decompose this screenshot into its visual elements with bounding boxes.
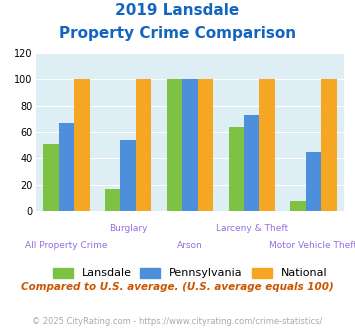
Text: © 2025 CityRating.com - https://www.cityrating.com/crime-statistics/: © 2025 CityRating.com - https://www.city… [32, 317, 323, 326]
Text: Motor Vehicle Theft: Motor Vehicle Theft [269, 241, 355, 250]
Text: Burglary: Burglary [109, 224, 147, 233]
Text: All Property Crime: All Property Crime [25, 241, 108, 250]
Bar [321, 79, 337, 211]
Bar [306, 152, 321, 211]
Text: 2019 Lansdale: 2019 Lansdale [115, 3, 240, 18]
Text: Property Crime Comparison: Property Crime Comparison [59, 26, 296, 41]
Legend: Lansdale, Pennsylvania, National: Lansdale, Pennsylvania, National [49, 264, 331, 282]
Text: Larceny & Theft: Larceny & Theft [215, 224, 288, 233]
Bar [198, 79, 213, 211]
Bar [244, 115, 260, 211]
Text: Compared to U.S. average. (U.S. average equals 100): Compared to U.S. average. (U.S. average … [21, 282, 334, 292]
Bar [182, 79, 198, 211]
Bar [229, 127, 244, 211]
Bar [74, 79, 89, 211]
Bar [290, 201, 306, 211]
Text: Arson: Arson [177, 241, 203, 250]
Bar [59, 123, 74, 211]
Bar [105, 189, 120, 211]
Bar [167, 79, 182, 211]
Bar [260, 79, 275, 211]
Bar [43, 144, 59, 211]
Bar [120, 140, 136, 211]
Bar [136, 79, 151, 211]
